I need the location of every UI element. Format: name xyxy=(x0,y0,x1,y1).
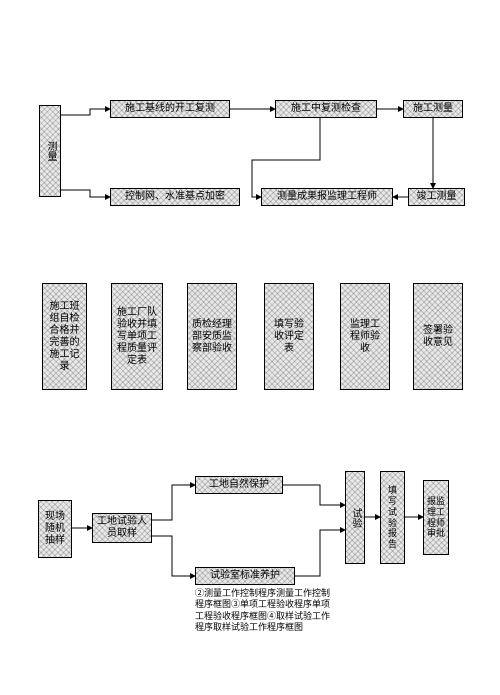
d3-s6: 报监理工程师审批 xyxy=(423,480,449,555)
d2-b5: 监理工程师验收 xyxy=(340,283,390,390)
d2-b1-label: 施工班组自检合格并完善的施工记录 xyxy=(47,301,82,373)
d3-s4: 试验 xyxy=(345,471,365,564)
d2-b1: 施工班组自检合格并完善的施工记录 xyxy=(42,283,87,390)
d1-bot3-label: 竣工测量 xyxy=(417,191,457,203)
d3-s5: 填写试验报告 xyxy=(380,471,405,564)
d2-b6: 签署验收意见 xyxy=(413,283,463,390)
d1-top2: 施工中复测检查 xyxy=(275,100,377,118)
d1-bot1: 控制网、水准基点加密 xyxy=(110,188,240,206)
d2-b6-label: 签署验收意见 xyxy=(420,325,456,349)
d1-top2-label: 施工中复测检查 xyxy=(291,103,361,115)
d3-s3bot: 试验室标准养护 xyxy=(195,567,295,585)
caption-text: ②测量工作控制程序测量工作控制程序框图③单项工程验收程序单项工程验收程序框图④取… xyxy=(195,588,330,632)
d2-b2: 施工厂队验收并填写单项工程质量评定表 xyxy=(111,283,163,390)
d3-s1: 现场随机抽样 xyxy=(38,500,72,558)
d3-s2-label: 工地试验人员取样 xyxy=(95,516,149,540)
d1-bot3: 竣工测量 xyxy=(408,188,465,206)
d2-b2-label: 施工厂队验收并填写单项工程质量评定表 xyxy=(116,307,158,367)
d3-s2: 工地试验人员取样 xyxy=(92,513,152,543)
d3-s3top: 工地自然保护 xyxy=(195,476,283,494)
d1-top3-label: 施工测量 xyxy=(413,103,453,115)
d1-measure: 测量 xyxy=(39,105,61,197)
d2-b4: 填写验收评定表 xyxy=(264,283,314,390)
d3-s3top-label: 工地自然保护 xyxy=(209,479,269,491)
d1-top1: 施工基线的开工复测 xyxy=(110,100,230,118)
d1-top3: 施工测量 xyxy=(403,100,463,118)
d1-top1-label: 施工基线的开工复测 xyxy=(125,103,215,115)
d3-s1-label: 现场随机抽样 xyxy=(42,511,68,547)
caption: ②测量工作控制程序测量工作控制程序框图③单项工程验收程序单项工程验收程序框图④取… xyxy=(195,588,330,633)
d3-s4-label: 试验 xyxy=(349,508,361,528)
d3-s6-label: 报监理工程师审批 xyxy=(426,496,446,539)
d1-measure-label: 测量 xyxy=(44,141,56,161)
d1-bot1-label: 控制网、水准基点加密 xyxy=(125,191,225,203)
d2-b4-label: 填写验收评定表 xyxy=(271,319,307,355)
d2-b5-label: 监理工程师验收 xyxy=(347,319,383,355)
d2-b3: 质检经理部安质监察部验收 xyxy=(187,283,237,390)
d1-bot2: 测量成果报监理工程师 xyxy=(261,188,393,206)
d2-b3-label: 质检经理部安质监察部验收 xyxy=(192,319,232,355)
d3-s5-label: 填写试验报告 xyxy=(384,485,401,550)
d3-s3bot-label: 试验室标准养护 xyxy=(210,570,280,582)
d1-bot2-label: 测量成果报监理工程师 xyxy=(277,191,377,203)
